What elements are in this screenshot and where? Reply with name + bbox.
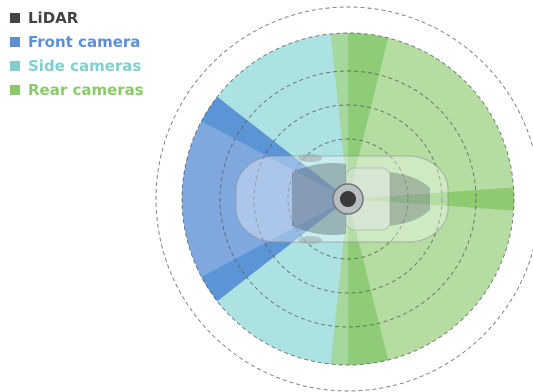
legend-swatch-side-cameras [10, 61, 20, 71]
legend-item-side-cameras: Side cameras [10, 54, 144, 78]
legend-item-rear-cameras: Rear cameras [10, 78, 144, 102]
legend-label-lidar: LiDAR [28, 9, 79, 27]
legend-swatch-lidar [10, 13, 20, 23]
legend-item-front-camera: Front camera [10, 30, 144, 54]
front-side-overlap-top [201, 96, 348, 199]
front-camera-coverage [182, 96, 348, 302]
car-mirror-left [298, 154, 322, 162]
legend-swatch-rear-cameras [10, 85, 20, 95]
range-ring-3 [219, 70, 477, 328]
range-ring-2 [181, 32, 515, 366]
range-rings [155, 6, 533, 392]
car-windshield [292, 163, 346, 235]
legend-swatch-front-camera [10, 37, 20, 47]
range-ring-5 [287, 138, 409, 260]
legend-label-rear-cameras: Rear cameras [28, 81, 144, 99]
legend-item-lidar: LiDAR [10, 6, 144, 30]
car-mirror-right [298, 236, 322, 244]
legend-label-side-cameras: Side cameras [28, 57, 142, 75]
rear-center-narrow-coverage [348, 187, 515, 211]
lidar-sensor [332, 183, 364, 215]
range-ring-1 [155, 6, 533, 392]
car-rear-window [390, 172, 430, 226]
lidar-core [340, 191, 356, 207]
legend: LiDAR Front camera Side cameras Rear cam… [10, 6, 144, 102]
legend-label-front-camera: Front camera [28, 33, 141, 51]
range-ring-4 [253, 104, 443, 294]
front-side-overlap-bottom [201, 199, 348, 302]
